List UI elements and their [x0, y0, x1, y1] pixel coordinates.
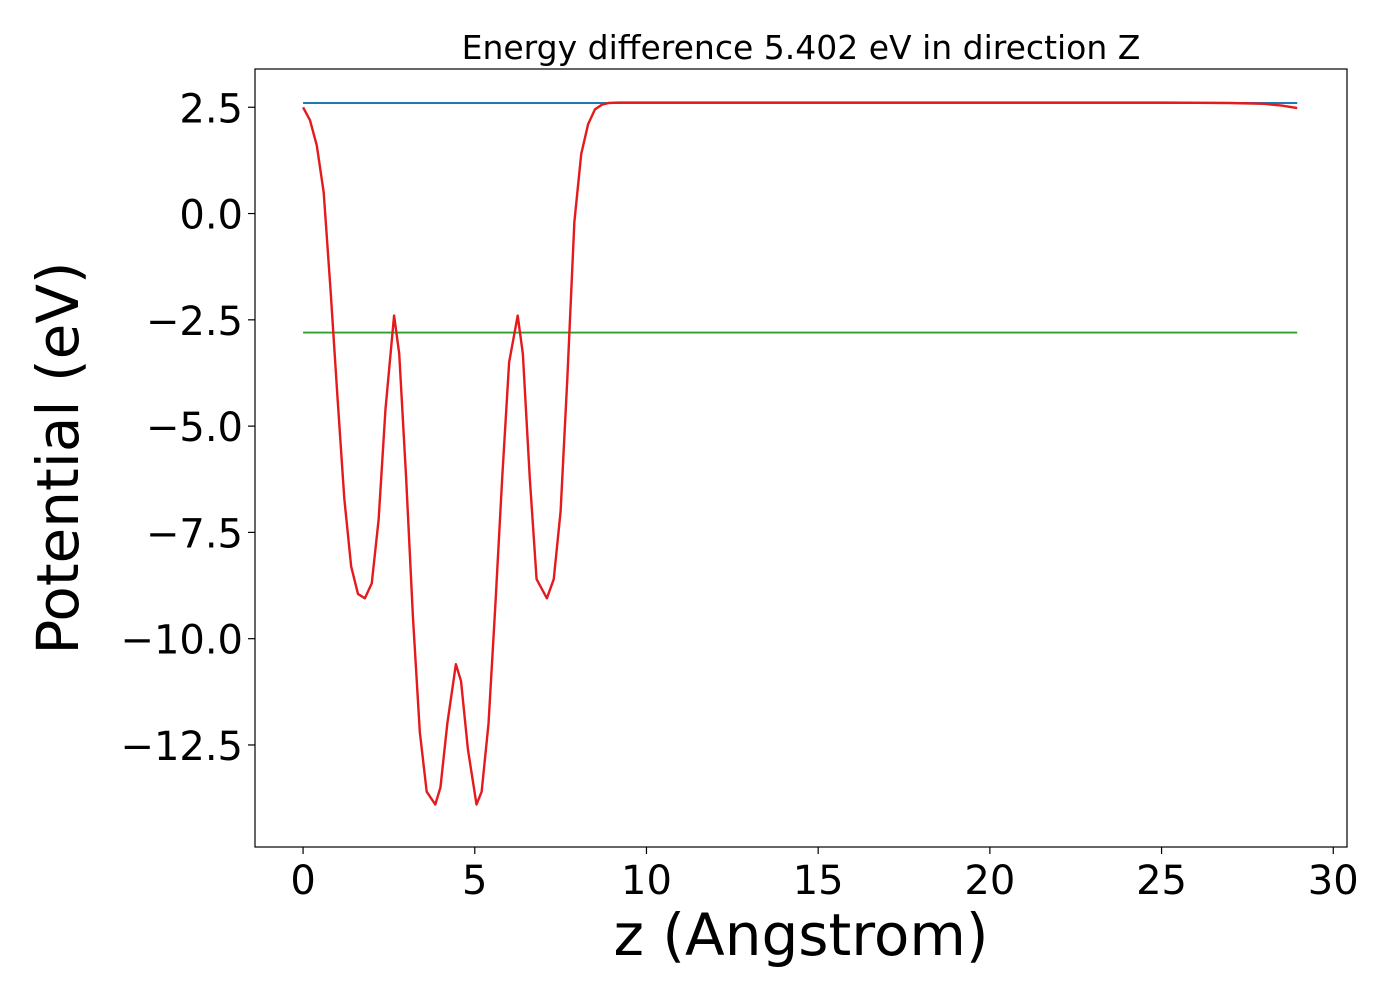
- y-tick-label: 2.5: [179, 86, 243, 132]
- x-axis: 0 5 10 15 20 25 30: [290, 847, 1359, 904]
- plot-frame: [254, 68, 1348, 848]
- x-tick-label: 30: [1308, 858, 1359, 904]
- y-tick-label: −5.0: [146, 405, 243, 451]
- x-tick-label: 0: [290, 858, 315, 904]
- y-tick-label: −7.5: [146, 511, 243, 557]
- x-tick-label: 10: [621, 858, 672, 904]
- x-axis-title: z (Angstrom): [614, 901, 989, 969]
- y-tick-label: −2.5: [146, 299, 243, 345]
- y-axis: 2.5 0.0 −2.5 −5.0 −7.5 −10.0 −12.5: [120, 86, 255, 770]
- y-tick-label: −12.5: [120, 724, 243, 770]
- plot-area: [254, 68, 1348, 848]
- series-line-3: [302, 101, 1298, 806]
- y-tick-label: −10.0: [120, 618, 243, 664]
- x-tick-label: 25: [1136, 858, 1187, 904]
- chart-title: Energy difference 5.402 eV in direction …: [462, 28, 1141, 67]
- x-tick-label: 5: [462, 858, 487, 904]
- series-layer: [302, 101, 1298, 806]
- x-tick-label: 15: [793, 858, 844, 904]
- y-axis-title: Potential (eV): [24, 261, 92, 654]
- x-tick-label: 20: [964, 858, 1015, 904]
- y-tick-label: 0.0: [179, 193, 243, 239]
